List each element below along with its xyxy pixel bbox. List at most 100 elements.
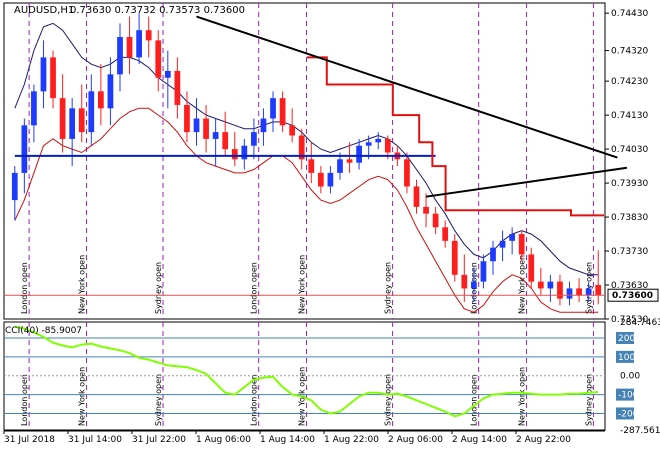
candle-body xyxy=(193,118,200,133)
candle[interactable] xyxy=(547,274,554,303)
candle-body xyxy=(145,30,152,41)
candle-body xyxy=(547,281,554,289)
candle[interactable] xyxy=(432,206,439,235)
candle[interactable] xyxy=(480,254,487,289)
session-label: Sydney open xyxy=(384,262,393,314)
candle[interactable] xyxy=(337,152,343,180)
session-label-cci: New York open xyxy=(517,367,526,426)
candle[interactable] xyxy=(490,240,496,275)
time-axis-label: 2 Aug 06:00 xyxy=(388,435,443,445)
candle[interactable] xyxy=(346,142,353,173)
candle[interactable] xyxy=(155,30,162,92)
candle[interactable] xyxy=(298,128,305,170)
session-label: Sydney open xyxy=(154,262,163,314)
candle[interactable] xyxy=(557,274,563,306)
cci-indicator-panel[interactable] xyxy=(4,325,605,418)
axes-layer: 0.74430 0.74320 0.74230 0.74130 0.74030 0.739… xyxy=(3,9,660,445)
session-label-cci: New York open xyxy=(78,367,87,426)
candle-body xyxy=(59,98,66,139)
candle[interactable] xyxy=(595,250,602,305)
candle[interactable] xyxy=(136,13,142,65)
candle-body xyxy=(537,281,544,289)
candle[interactable] xyxy=(471,268,477,303)
candle[interactable] xyxy=(193,98,200,146)
candle-body xyxy=(251,132,257,146)
candle[interactable] xyxy=(327,166,334,194)
session-label-cci: London open xyxy=(20,374,29,426)
candle[interactable] xyxy=(279,91,286,133)
candle[interactable] xyxy=(231,132,238,167)
session-label-cci: Sydney open xyxy=(384,374,393,426)
candle[interactable] xyxy=(518,230,525,262)
candle[interactable] xyxy=(251,118,257,160)
candle[interactable] xyxy=(576,278,582,303)
candle[interactable] xyxy=(241,138,248,170)
candle[interactable] xyxy=(145,16,152,58)
candle[interactable] xyxy=(451,234,458,282)
candle-body xyxy=(566,288,573,299)
session-label: New York open xyxy=(517,255,526,314)
candle[interactable] xyxy=(11,166,18,221)
trend-line[interactable] xyxy=(196,15,618,159)
cci-axis-label: 284.7463 xyxy=(620,318,660,328)
candle[interactable] xyxy=(585,281,592,303)
candle[interactable] xyxy=(442,220,449,248)
candle[interactable] xyxy=(59,74,66,153)
candle[interactable] xyxy=(499,230,506,262)
candle[interactable] xyxy=(126,16,133,75)
trend-line[interactable] xyxy=(425,166,628,198)
candle[interactable] xyxy=(404,152,410,194)
candle[interactable] xyxy=(356,138,362,170)
price-axis-label: 0.74030 xyxy=(611,145,648,155)
candle[interactable] xyxy=(566,281,573,306)
candle[interactable] xyxy=(317,166,324,194)
candle[interactable] xyxy=(461,254,468,303)
candle-body xyxy=(184,104,190,133)
time-axis-label: 1 Aug 06:00 xyxy=(196,435,251,445)
candle[interactable] xyxy=(50,50,56,109)
candle-body xyxy=(585,288,592,296)
candle[interactable] xyxy=(270,91,276,133)
candle[interactable] xyxy=(78,84,85,143)
candle[interactable] xyxy=(423,193,429,228)
candle[interactable] xyxy=(375,132,382,150)
candle[interactable] xyxy=(308,142,315,184)
candle[interactable] xyxy=(107,57,114,126)
candle[interactable] xyxy=(528,247,535,289)
candle-body xyxy=(365,142,372,146)
candle-body xyxy=(308,159,315,173)
candle[interactable] xyxy=(413,179,420,214)
candle[interactable] xyxy=(31,84,37,143)
chart-header-ohlc: 0.73630 0.73732 0.73573 0.73600 xyxy=(70,5,245,16)
candle[interactable] xyxy=(509,227,516,255)
candle-body xyxy=(384,138,391,153)
candle[interactable] xyxy=(260,108,267,146)
candle[interactable] xyxy=(289,108,296,143)
candle-body xyxy=(375,138,382,143)
candle-body xyxy=(461,274,468,289)
candle[interactable] xyxy=(537,268,544,296)
chart-header-symbol: AUDUSD,H1 xyxy=(14,5,74,16)
cci-axis-label: -287.5614 xyxy=(620,426,660,436)
candle[interactable] xyxy=(222,111,229,156)
candle[interactable] xyxy=(117,23,123,92)
candle-body xyxy=(337,159,343,173)
candle[interactable] xyxy=(203,104,209,153)
candle[interactable] xyxy=(164,50,171,109)
candle[interactable] xyxy=(97,64,104,126)
candles-layer[interactable] xyxy=(11,13,602,306)
candle-body xyxy=(451,240,458,275)
candle[interactable] xyxy=(212,118,219,167)
candle[interactable] xyxy=(69,98,76,167)
price-axis-label: 0.74130 xyxy=(611,111,648,121)
candle-body xyxy=(528,254,535,282)
candle[interactable] xyxy=(184,91,190,143)
cci-line xyxy=(14,325,599,418)
candle[interactable] xyxy=(174,57,181,119)
cci-level-badge xyxy=(616,388,634,401)
candle[interactable] xyxy=(40,40,47,109)
candle[interactable] xyxy=(88,74,95,146)
candle-body xyxy=(136,30,142,58)
